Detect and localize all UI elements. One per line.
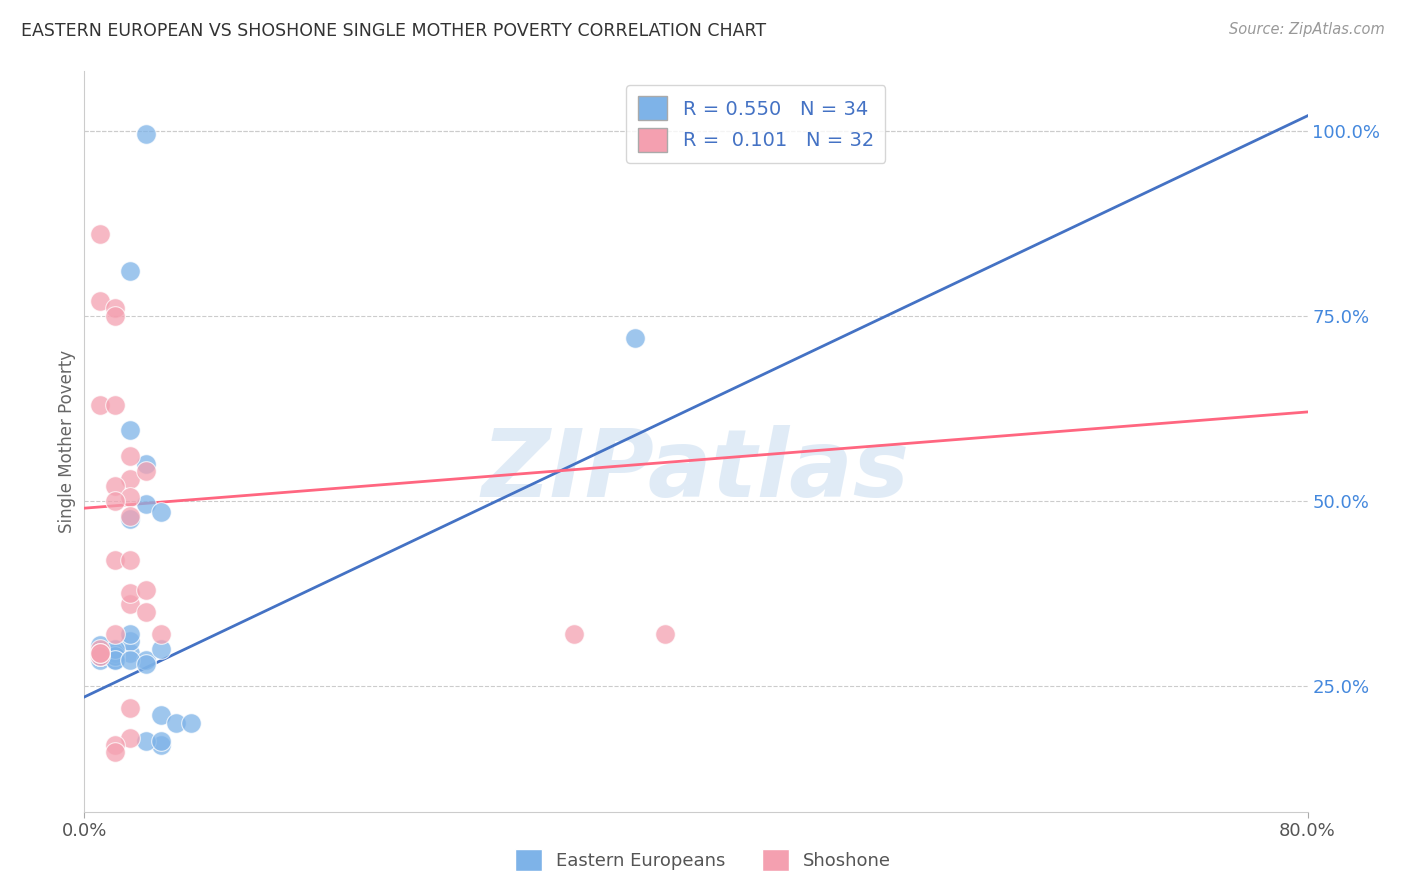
Point <box>120 450 142 464</box>
Point <box>89 646 111 660</box>
Point <box>89 646 111 660</box>
Point <box>120 586 142 600</box>
Point <box>120 424 142 438</box>
Point <box>149 738 172 752</box>
Point <box>120 598 142 612</box>
Point <box>104 398 127 412</box>
Point <box>149 627 172 641</box>
Point <box>135 582 157 597</box>
Point <box>104 493 127 508</box>
Legend: R = 0.550   N = 34, R =  0.101   N = 32: R = 0.550 N = 34, R = 0.101 N = 32 <box>626 85 886 163</box>
Point <box>135 734 157 748</box>
Point <box>180 715 202 730</box>
Point <box>654 627 676 641</box>
Point <box>135 457 157 471</box>
Point <box>135 653 157 667</box>
Point <box>149 505 172 519</box>
Point <box>104 553 127 567</box>
Point <box>89 649 111 664</box>
Point <box>104 646 127 660</box>
Point <box>104 649 127 664</box>
Point <box>120 553 142 567</box>
Text: ZIPatlas: ZIPatlas <box>482 425 910 517</box>
Point <box>120 701 142 715</box>
Point <box>120 634 142 648</box>
Point <box>624 331 647 345</box>
Point <box>135 498 157 512</box>
Point <box>120 490 142 504</box>
Point <box>120 264 142 278</box>
Point <box>89 646 111 660</box>
Point <box>104 653 127 667</box>
Point <box>89 638 111 652</box>
Point <box>104 653 127 667</box>
Point <box>562 627 585 641</box>
Point <box>89 227 111 242</box>
Point <box>149 641 172 656</box>
Point <box>89 646 111 660</box>
Point <box>135 605 157 619</box>
Point <box>104 641 127 656</box>
Point <box>104 627 127 641</box>
Point <box>120 653 142 667</box>
Point <box>104 309 127 323</box>
Point <box>89 653 111 667</box>
Y-axis label: Single Mother Poverty: Single Mother Poverty <box>58 350 76 533</box>
Point <box>104 479 127 493</box>
Legend: Eastern Europeans, Shoshone: Eastern Europeans, Shoshone <box>508 842 898 879</box>
Point <box>135 128 157 142</box>
Point <box>104 738 127 752</box>
Point <box>120 471 142 485</box>
Point <box>89 398 111 412</box>
Point <box>135 464 157 478</box>
Point <box>89 641 111 656</box>
Point <box>104 746 127 760</box>
Point <box>104 649 127 664</box>
Point <box>135 657 157 671</box>
Point <box>120 508 142 523</box>
Point <box>89 293 111 308</box>
Point <box>89 649 111 664</box>
Point <box>104 301 127 316</box>
Point <box>149 708 172 723</box>
Point <box>120 627 142 641</box>
Point <box>89 646 111 660</box>
Point <box>120 512 142 526</box>
Point <box>120 646 142 660</box>
Point <box>120 731 142 745</box>
Text: Source: ZipAtlas.com: Source: ZipAtlas.com <box>1229 22 1385 37</box>
Point <box>165 715 187 730</box>
Point <box>89 649 111 664</box>
Point <box>89 646 111 660</box>
Point <box>149 734 172 748</box>
Text: EASTERN EUROPEAN VS SHOSHONE SINGLE MOTHER POVERTY CORRELATION CHART: EASTERN EUROPEAN VS SHOSHONE SINGLE MOTH… <box>21 22 766 40</box>
